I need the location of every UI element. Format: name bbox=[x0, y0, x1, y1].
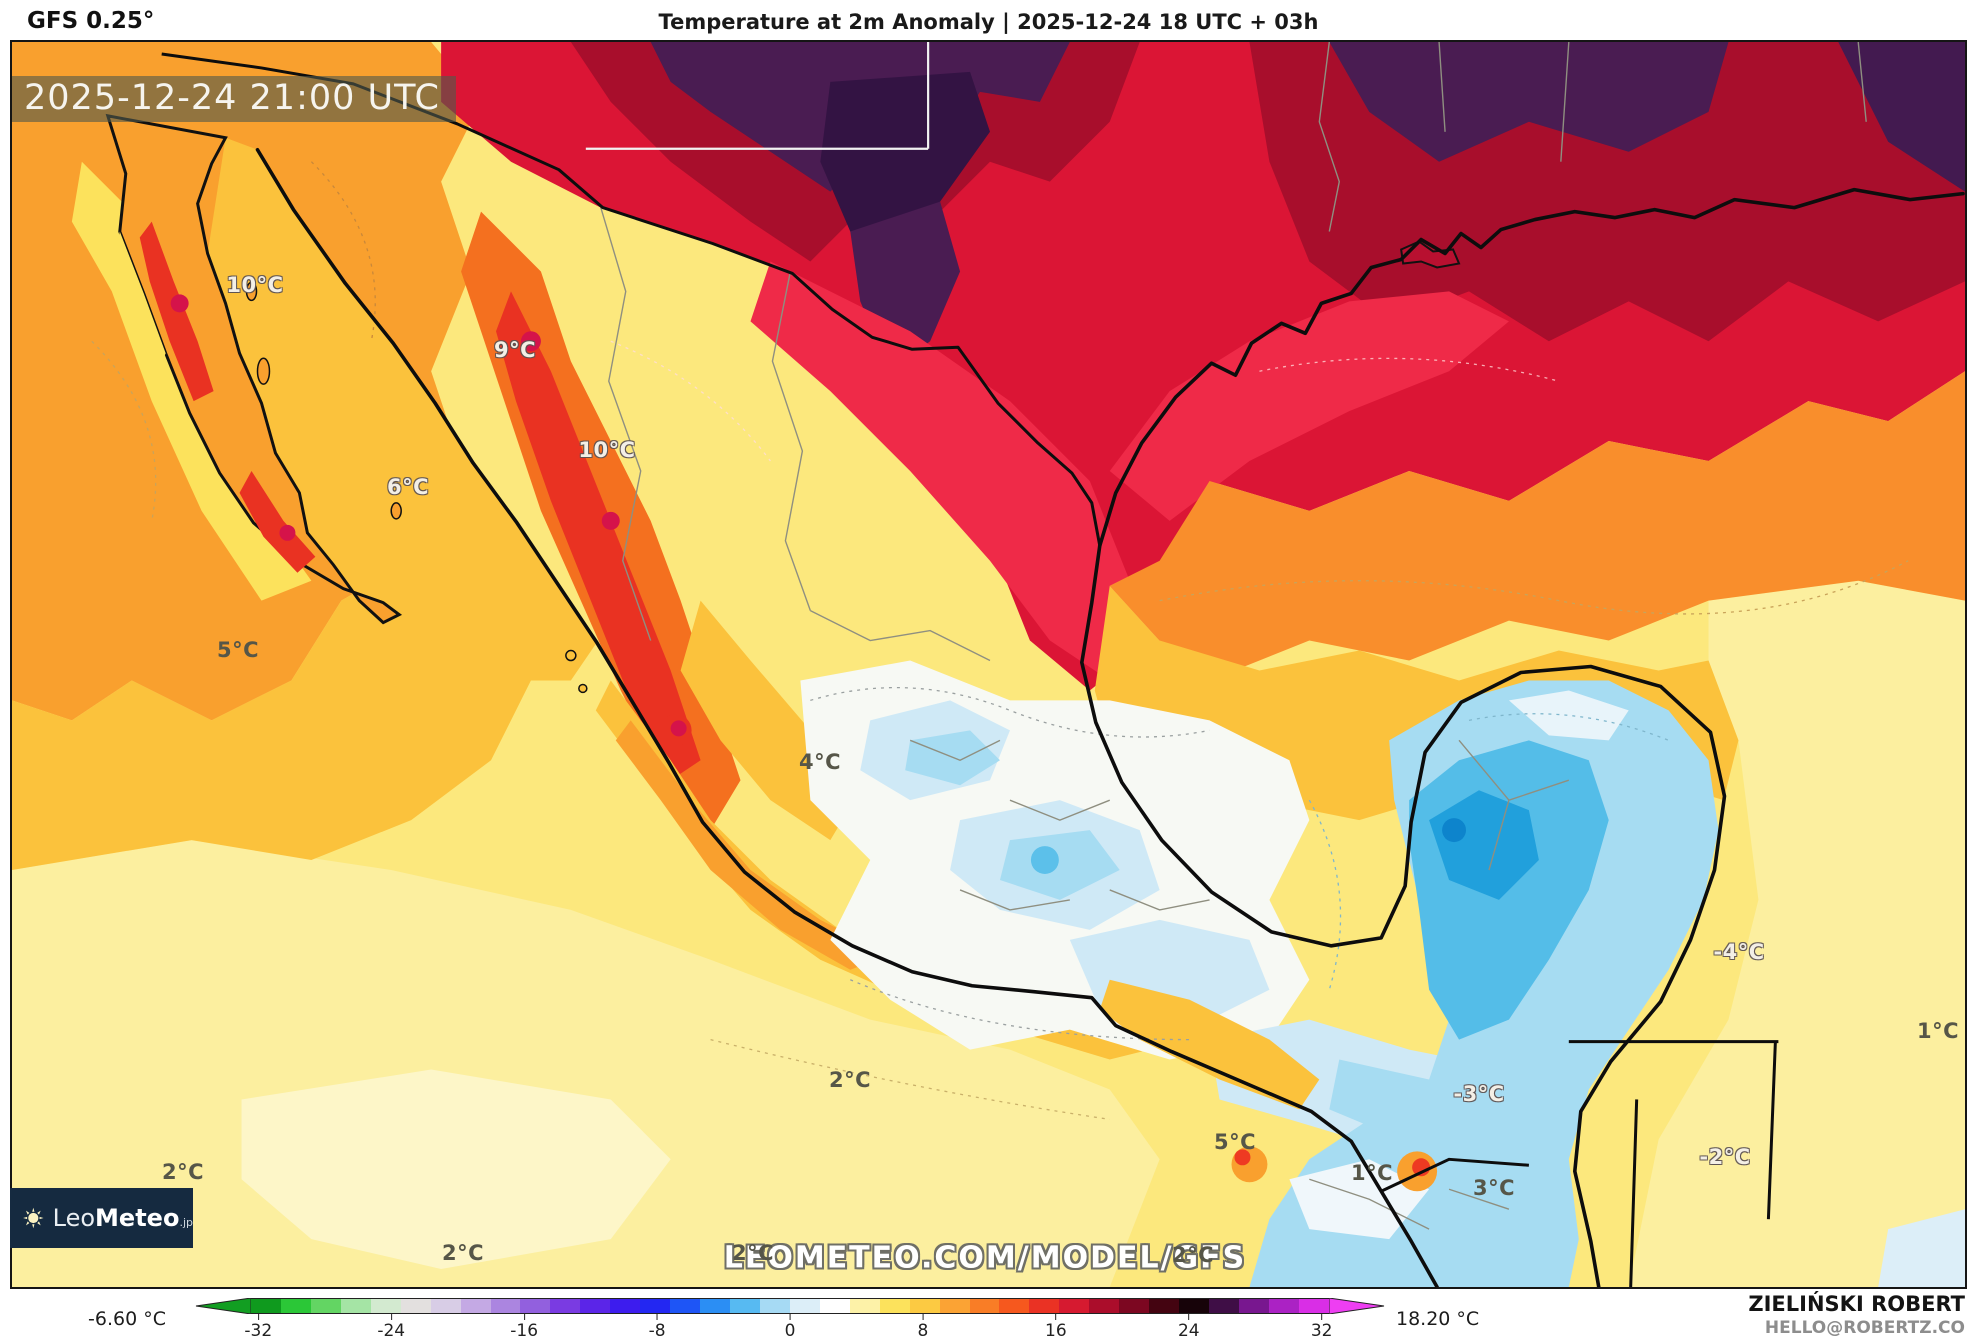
map-temp-label: -3°C bbox=[1453, 1082, 1505, 1106]
colorbar-left-arrow bbox=[195, 1298, 251, 1314]
colorbar-segment bbox=[789, 1299, 820, 1313]
colorbar-segment bbox=[280, 1299, 311, 1313]
map-temp-label: 2°C bbox=[828, 1068, 872, 1092]
colorbar-segment bbox=[251, 1299, 281, 1313]
colorbar-segment bbox=[400, 1299, 431, 1313]
anomaly-map-graphic bbox=[12, 42, 1965, 1287]
colorbar-segment bbox=[1029, 1299, 1060, 1313]
colorbar-segment bbox=[670, 1299, 701, 1313]
colorbar-max-value: 18.20 °C bbox=[1396, 1308, 1480, 1330]
map-temp-label: -4°C bbox=[1713, 940, 1765, 964]
map-temp-label: 6°C bbox=[386, 475, 430, 499]
map-temp-label: 9°C bbox=[493, 338, 537, 362]
colorbar-tick: 0 bbox=[785, 1314, 795, 1338]
map-temp-label: 5°C bbox=[216, 638, 260, 662]
map-temp-label: 4°C bbox=[798, 750, 842, 774]
watermark-text: LEOMETEO.COM/MODEL/GFS bbox=[723, 1240, 1247, 1276]
author-email: HELLO@ROBERTZ.CO bbox=[1764, 1318, 1965, 1338]
map-temp-label: 1°C bbox=[1916, 1019, 1960, 1043]
page-title: Temperature at 2m Anomaly | 2025-12-24 1… bbox=[658, 10, 1319, 34]
map-temp-label: 2°C bbox=[1171, 1243, 1215, 1267]
colorbar-segment bbox=[909, 1299, 940, 1313]
colorbar-segment bbox=[819, 1299, 850, 1313]
model-name: GFS 0.25° bbox=[27, 8, 155, 34]
colorbar-segment bbox=[1149, 1299, 1180, 1313]
colorbar-segment bbox=[1089, 1299, 1120, 1313]
map-temp-label: 5°C bbox=[1213, 1130, 1257, 1154]
colorbar-right-arrow bbox=[1329, 1298, 1385, 1314]
sun-icon bbox=[23, 1207, 44, 1229]
colorbar-segment bbox=[1238, 1299, 1269, 1313]
colorbar-segment bbox=[1298, 1299, 1329, 1313]
map-temp-label: 2°C bbox=[161, 1160, 205, 1184]
anomaly-map bbox=[10, 40, 1967, 1289]
colorbar-tick: -32 bbox=[244, 1314, 272, 1338]
colorbar-segment bbox=[999, 1299, 1030, 1313]
map-temp-label: 2°C bbox=[731, 1241, 775, 1265]
map-temp-label: -2°C bbox=[1699, 1145, 1751, 1169]
colorbar-gradient bbox=[250, 1298, 1330, 1314]
author-name: ZIELIŃSKI ROBERT bbox=[1748, 1292, 1965, 1316]
colorbar-tick: 8 bbox=[918, 1314, 928, 1338]
colorbar-segment bbox=[1268, 1299, 1299, 1313]
colorbar-segment bbox=[879, 1299, 910, 1313]
map-temp-label: 2°C bbox=[441, 1241, 485, 1265]
valid-time-badge: 2025-12-24 21:00 UTC bbox=[12, 76, 456, 122]
colorbar-segment bbox=[490, 1299, 521, 1313]
colorbar-segment bbox=[759, 1299, 790, 1313]
colorbar-segment bbox=[700, 1299, 730, 1313]
colorbar-segment bbox=[370, 1299, 401, 1313]
leometeo-logo: LeoMeteo.jp bbox=[10, 1188, 193, 1248]
colorbar-ticks: -32 -24 -16 -8 0 8 16 24 32 bbox=[244, 1314, 1333, 1338]
map-temp-label: 10°C bbox=[226, 273, 284, 297]
colorbar-segment bbox=[580, 1299, 611, 1313]
colorbar-segment bbox=[460, 1299, 491, 1313]
colorbar-segment bbox=[939, 1299, 970, 1313]
colorbar-segment bbox=[1179, 1299, 1209, 1313]
colorbar-min-value: -6.60 °C bbox=[88, 1308, 166, 1330]
logo-text-pre: Leo bbox=[52, 1204, 96, 1232]
map-temp-label: 10°C bbox=[578, 438, 636, 462]
colorbar-segment bbox=[1059, 1299, 1090, 1313]
colorbar-tick: 32 bbox=[1311, 1314, 1333, 1338]
colorbar-segment bbox=[1119, 1299, 1150, 1313]
colorbar-segment bbox=[550, 1299, 581, 1313]
logo-text-suffix: .jp bbox=[179, 1216, 193, 1229]
colorbar-tick: -24 bbox=[377, 1314, 405, 1338]
logo-text-bold: Meteo bbox=[95, 1204, 180, 1232]
colorbar-segment bbox=[969, 1299, 1000, 1313]
colorbar-segment bbox=[640, 1299, 671, 1313]
colorbar-tick: -16 bbox=[510, 1314, 538, 1338]
colorbar-segment bbox=[1209, 1299, 1239, 1313]
colorbar-segment bbox=[849, 1299, 880, 1313]
colorbar-segment bbox=[730, 1299, 760, 1313]
colorbar-segment bbox=[310, 1299, 341, 1313]
colorbar-tick: -8 bbox=[649, 1314, 666, 1338]
colorbar-tick: 24 bbox=[1178, 1314, 1200, 1338]
colorbar-segment bbox=[340, 1299, 371, 1313]
colorbar: -32 -24 -16 -8 0 8 16 24 32 bbox=[195, 1298, 1385, 1338]
logo-text: LeoMeteo.jp bbox=[53, 1204, 193, 1232]
colorbar-segment bbox=[610, 1299, 641, 1313]
colorbar-tick: 16 bbox=[1045, 1314, 1067, 1338]
colorbar-segment bbox=[520, 1299, 551, 1313]
map-temp-label: 1°C bbox=[1350, 1161, 1394, 1185]
map-temp-label: 3°C bbox=[1472, 1176, 1516, 1200]
colorbar-segment bbox=[430, 1299, 461, 1313]
